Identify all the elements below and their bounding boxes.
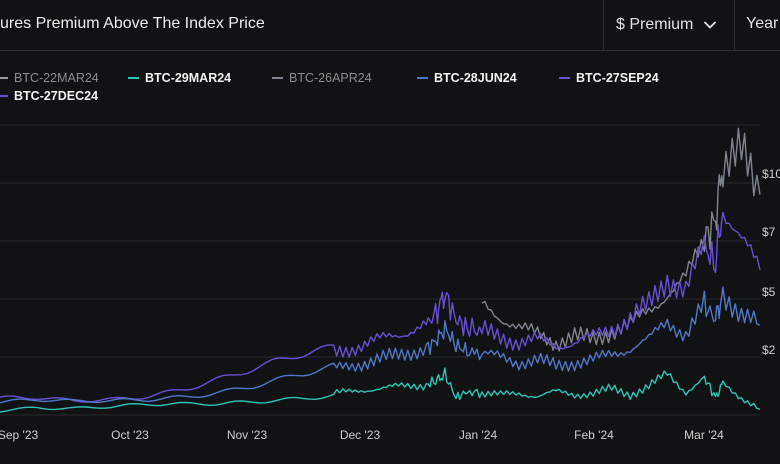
chart-header: ures Premium Above The Index Price $ Pre… [0, 0, 780, 51]
x-tick-label: Jan '24 [459, 428, 498, 442]
series-line-btc-28jun24 [0, 286, 761, 404]
x-tick-label: Dec '23 [340, 428, 381, 442]
legend-label: BTC-27DEC24 [14, 89, 99, 103]
x-tick-label: Feb '24 [574, 428, 614, 442]
legend-swatch [128, 77, 139, 79]
legend-label: BTC-22MAR24 [14, 71, 99, 85]
x-tick-label: Nov '23 [227, 428, 268, 442]
legend-item-btc-27dec24[interactable]: BTC-27DEC24 [0, 89, 98, 103]
premium-dropdown-label: $ Premium [616, 16, 694, 33]
legend-swatch [0, 95, 8, 97]
legend-swatch [559, 77, 570, 79]
premium-dropdown[interactable]: $ Premium [603, 0, 735, 50]
page-title: ures Premium Above The Index Price [0, 15, 265, 32]
legend-swatch [417, 77, 428, 79]
legend-item-btc-28jun24[interactable]: BTC-28JUN24 [417, 71, 517, 85]
y-tick-label: $2 [762, 343, 776, 357]
y-tick-label: $10 [762, 167, 780, 181]
legend-label: BTC-29MAR24 [145, 71, 232, 85]
chart-series [0, 127, 761, 413]
x-axis-ticks: Sep '23 Oct '23 Nov '23 Dec '23 Jan '24 Feb '… [0, 428, 724, 442]
x-tick-label: Sep '23 [0, 428, 38, 442]
legend-label: BTC-26APR24 [289, 71, 372, 85]
legend-item-btc-29mar24[interactable]: BTC-29MAR24 [128, 71, 231, 85]
legend-item-btc-27sep24[interactable]: BTC-27SEP24 [559, 71, 659, 85]
time-range-selector[interactable]: Year [746, 15, 779, 32]
legend-item-btc-22mar24[interactable]: BTC-22MAR24 [0, 71, 99, 85]
series-line-btc-29mar24 [0, 367, 761, 413]
chevron-down-icon [704, 21, 717, 29]
legend-label: BTC-27SEP24 [576, 71, 659, 85]
chart-gridlines [0, 124, 760, 416]
x-tick-label: Mar '24 [684, 428, 724, 442]
legend-swatch [0, 77, 8, 79]
y-axis-ticks: $10 $7 $5 $2 [762, 167, 780, 357]
legend-swatch [272, 77, 283, 79]
y-tick-label: $5 [762, 285, 776, 299]
y-tick-label: $7 [762, 225, 776, 239]
x-tick-label: Oct '23 [111, 428, 149, 442]
series-line-btc-27sep24 [0, 211, 761, 403]
legend-label: BTC-28JUN24 [434, 71, 517, 85]
legend-item-btc-26apr24[interactable]: BTC-26APR24 [272, 71, 372, 85]
series-line-btc-26apr24 [481, 127, 761, 352]
